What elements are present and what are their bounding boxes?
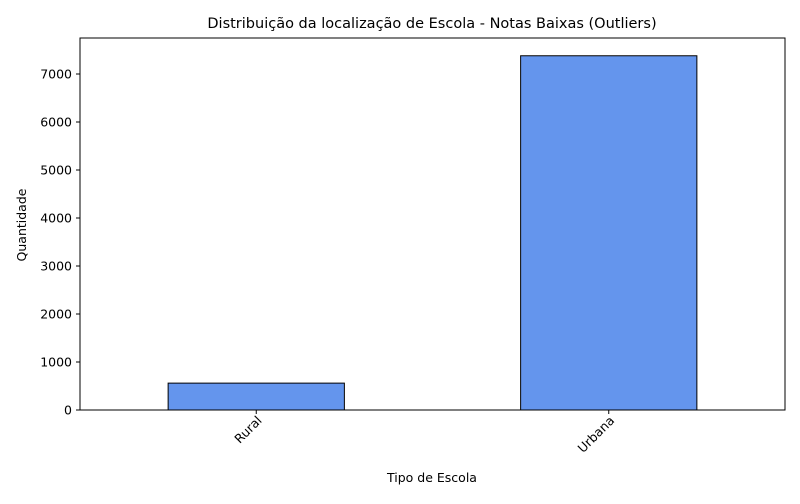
y-tick-label: 6000: [40, 115, 72, 130]
y-tick-label: 2000: [40, 307, 72, 322]
bar-rural: [167, 382, 345, 411]
plot-frame: [79, 37, 786, 411]
y-tick-label: 3000: [40, 259, 72, 274]
bars-layer: [167, 55, 698, 411]
y-tick-label: 0: [64, 403, 72, 418]
y-tick-label: 7000: [40, 67, 72, 82]
y-axis-label: Quantidade: [14, 188, 29, 261]
y-tick-label: 5000: [40, 163, 72, 178]
x-tick-label: Rural: [231, 413, 264, 446]
x-axis-label: Tipo de Escola: [386, 470, 477, 485]
chart-title: Distribuição da localização de Escola - …: [207, 16, 656, 32]
bar-urbana: [520, 55, 698, 411]
x-tick-label: Urbana: [574, 413, 617, 456]
y-tick-label: 1000: [40, 355, 72, 370]
y-tick-label: 4000: [40, 211, 72, 226]
